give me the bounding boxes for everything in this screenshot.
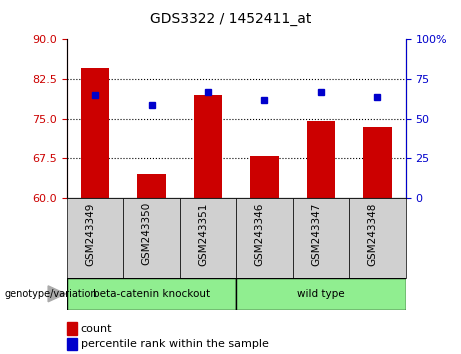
Text: GSM243348: GSM243348	[367, 202, 378, 266]
Text: GSM243351: GSM243351	[198, 202, 208, 266]
Text: percentile rank within the sample: percentile rank within the sample	[81, 339, 269, 349]
Bar	[349, 198, 406, 278]
Bar	[236, 278, 406, 310]
Bar	[67, 198, 123, 278]
Bar	[123, 198, 180, 278]
Text: GSM243347: GSM243347	[311, 202, 321, 266]
Text: beta-catenin knockout: beta-catenin knockout	[93, 289, 210, 299]
Bar	[293, 198, 349, 278]
Bar	[67, 278, 236, 310]
Text: GDS3322 / 1452411_at: GDS3322 / 1452411_at	[150, 12, 311, 27]
Polygon shape	[48, 286, 65, 302]
Bar	[307, 121, 335, 198]
Bar	[137, 175, 165, 198]
Bar	[180, 198, 236, 278]
Bar	[81, 68, 109, 198]
Bar	[250, 156, 278, 198]
Bar	[194, 95, 222, 198]
Text: genotype/variation: genotype/variation	[5, 289, 97, 299]
Bar	[363, 127, 391, 198]
Text: GSM243346: GSM243346	[254, 202, 265, 266]
Text: wild type: wild type	[297, 289, 345, 299]
Text: count: count	[81, 324, 112, 333]
Text: GSM243350: GSM243350	[142, 202, 152, 266]
Bar	[236, 198, 293, 278]
Text: GSM243349: GSM243349	[85, 202, 95, 266]
